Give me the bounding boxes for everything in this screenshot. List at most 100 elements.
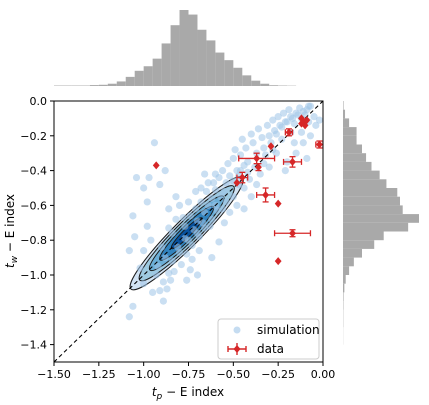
simulation-point <box>152 271 160 279</box>
right-histogram-bar <box>343 118 350 128</box>
simulation-point <box>240 161 248 169</box>
data-point <box>289 157 296 166</box>
simulation-point <box>177 260 185 269</box>
simulation-point <box>129 212 137 220</box>
simulation-point <box>290 139 298 147</box>
x-tick-label: −1.50 <box>37 368 71 381</box>
simulation-point <box>256 170 264 178</box>
top-histogram-bar <box>125 76 135 86</box>
top-histogram-bar <box>143 66 153 86</box>
simulation-point <box>147 236 155 244</box>
simulation-point <box>149 288 157 296</box>
simulation-point <box>253 180 261 189</box>
data-point <box>238 173 246 182</box>
simulation-point <box>265 163 273 171</box>
simulation-point <box>229 193 237 201</box>
y-tick-label: −0.4 <box>20 165 47 178</box>
right-histogram-bar <box>343 144 362 154</box>
top-histogram-bar <box>269 85 279 86</box>
y-tick-label: 0.0 <box>30 95 48 108</box>
simulation-point <box>278 135 286 143</box>
simulation-point <box>208 194 216 203</box>
simulation-point <box>125 313 133 321</box>
simulation-point <box>299 139 307 147</box>
simulation-point <box>168 257 176 265</box>
y-axis-label: tw − E index <box>3 194 20 268</box>
simulation-point <box>305 102 313 110</box>
simulation-point <box>278 123 286 131</box>
data-point <box>255 163 262 172</box>
top-histogram-bar <box>251 80 261 86</box>
top-histogram-bar <box>98 84 108 86</box>
simulation-point <box>186 266 194 274</box>
top-histogram <box>54 10 297 87</box>
data-point <box>152 161 160 170</box>
simulation-point <box>218 167 227 175</box>
right-histogram-bar <box>343 205 403 215</box>
simulation-point <box>303 154 311 163</box>
y-tick-label: −1.2 <box>20 304 47 317</box>
simulation-point <box>240 184 248 192</box>
data-point <box>298 119 305 128</box>
simulation-point <box>218 205 227 213</box>
simulation-point <box>272 130 280 138</box>
right-histogram-bar <box>343 196 400 206</box>
top-histogram-bar <box>197 29 207 86</box>
simulation-point <box>226 208 234 216</box>
data-point <box>274 199 282 208</box>
x-tick-label: −0.75 <box>172 368 206 381</box>
simulation-point <box>156 180 164 189</box>
top-histogram-bar <box>152 58 162 86</box>
simulation-point <box>145 173 153 182</box>
top-histogram-bar <box>116 81 126 86</box>
simulation-point <box>240 205 248 213</box>
right-histogram-bar <box>343 153 367 162</box>
simulation-point <box>136 264 144 272</box>
simulation-point <box>143 198 151 206</box>
data-point <box>285 128 293 137</box>
y-tick-label: −0.8 <box>20 234 47 247</box>
main-plot <box>54 101 323 362</box>
simulation-point <box>172 215 180 223</box>
y-tick-label: −1.0 <box>20 269 47 282</box>
simulation-point <box>297 128 306 136</box>
simulation-point <box>310 113 318 121</box>
top-histogram-bar <box>215 52 225 86</box>
simulation-point <box>204 201 212 209</box>
simulation-point <box>166 276 175 284</box>
right-histogram-bar <box>343 240 375 249</box>
simulation-point <box>238 135 246 143</box>
simulation-point <box>159 278 167 286</box>
top-histogram-bar <box>242 75 252 86</box>
simulation-point <box>249 139 257 147</box>
simulation-point <box>260 144 268 152</box>
simulation-point <box>211 186 219 194</box>
simulation-point <box>265 132 273 140</box>
top-histogram-bar <box>107 83 117 86</box>
simulation-point <box>226 172 234 180</box>
simulation-point <box>292 149 300 157</box>
right-histogram-bar <box>343 275 346 284</box>
y-tick-label: −1.4 <box>20 339 47 352</box>
right-histogram-bar <box>343 283 345 293</box>
x-tick-label: −0.25 <box>261 368 295 381</box>
simulation-point <box>140 184 148 192</box>
legend: simulation data <box>217 318 320 360</box>
top-histogram-bar <box>260 83 270 86</box>
simulation-point <box>306 132 315 140</box>
simulation-point <box>143 222 151 230</box>
simulation-point <box>181 234 189 243</box>
right-histogram-bar <box>343 135 357 145</box>
simulation-point <box>269 116 277 124</box>
legend-data-marker <box>233 345 241 353</box>
simulation-point <box>245 175 254 183</box>
top-histogram-bar <box>188 14 198 87</box>
simulation-point <box>222 198 230 206</box>
data-point <box>262 190 270 199</box>
simulation-point <box>281 167 289 175</box>
simulation-point <box>165 224 173 232</box>
right-histogram-bar <box>343 222 409 232</box>
simulation-point <box>150 139 159 147</box>
simulation-point <box>165 205 173 213</box>
data-point <box>267 142 275 151</box>
